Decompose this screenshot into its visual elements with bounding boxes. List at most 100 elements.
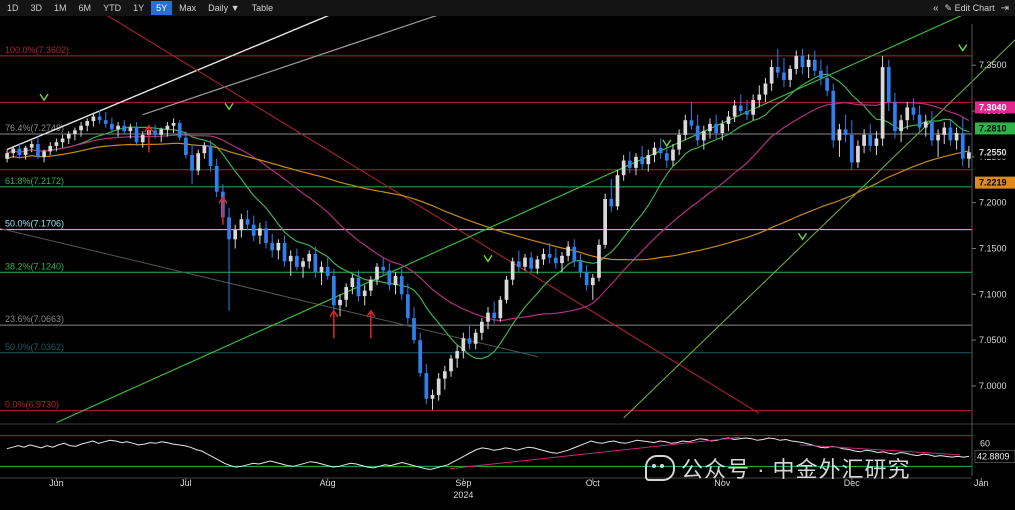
candle-body [208,145,213,167]
range-max-button[interactable]: Max [179,3,197,13]
candle-body [344,286,349,300]
candle-body [479,321,484,333]
candle-body [29,144,34,148]
candle-body [307,253,312,262]
candle-body [893,101,897,132]
range-6m-button[interactable]: 6M [78,3,92,13]
range-1m-button[interactable]: 1M [54,3,67,13]
candle-body [584,272,589,286]
candle [369,275,373,297]
y-tick-label: 7.1000 [979,289,1007,299]
rsi-trend-line [449,436,741,470]
candle-body [751,100,755,115]
candle [652,142,657,163]
candle-body [381,266,386,271]
fib-label: 0.0%(6.9730) [5,400,59,410]
chart-toolbar: 1D 3D 1M 6M YTD 1Y 5Y Max Daily ▼ Table … [0,0,1015,17]
candle [54,138,59,152]
candle-body [375,266,379,280]
candle-body [695,125,700,141]
candle [812,50,817,77]
candle [11,145,16,158]
candle [301,257,305,278]
candle [701,125,706,150]
x-tick-label: Jan [974,478,989,488]
candle-body [350,277,355,287]
candle [708,118,712,139]
x-tick-label: Dec [844,478,861,488]
candle-body [504,279,509,300]
trend-line [142,16,438,116]
trend-line [56,16,962,424]
candle [677,129,681,156]
candle-body [923,122,928,128]
candle [763,78,768,102]
candle [85,118,90,132]
candle-body [233,230,238,240]
double-left-arrow-icon[interactable]: « [932,2,939,14]
rsi-tick-label: 60 [980,438,990,448]
candle [917,105,922,134]
range-1y-button[interactable]: 1Y [133,3,145,13]
candle [23,145,28,160]
candle-body [184,137,188,156]
candle [862,129,866,154]
candle [603,193,607,249]
interval-dropdown[interactable]: Daily ▼ [203,1,244,15]
fib-label: 50.0%(7.1706) [5,219,64,229]
candle-body [442,371,447,379]
candle [190,145,194,185]
price-badge [975,176,1015,189]
candle-body [819,70,823,79]
candle [338,294,342,317]
candle-body [701,131,706,141]
candle [831,83,836,148]
edit-chart-button[interactable]: ✎ Edit Chart [945,3,995,14]
candle [769,59,774,91]
candle-body [535,259,540,269]
fib-label: 50.0%(7.0362) [5,342,64,352]
price-chart[interactable]: 100.0%(7.3602) 76.4%(7.2749) 61.8%(7.2172)… [0,16,1015,510]
candle [405,283,410,324]
candle-body [258,228,262,236]
candle [572,239,577,267]
candle [732,100,737,123]
edit-chart-label: Edit Chart [954,2,995,13]
candle-body [880,67,885,139]
candle-body [566,246,571,256]
candle [689,101,694,130]
scroll-right-icon[interactable]: ⇥ [1000,2,1009,14]
y-tick-label: 7.2000 [979,198,1007,208]
candle-body [621,160,626,176]
candle [356,270,361,302]
range-3d-button[interactable]: 3D [30,3,43,13]
candle-body [42,151,46,157]
candle [184,131,188,159]
candle [819,59,823,86]
candle [843,114,848,143]
candle-body [757,94,762,101]
range-1d-button[interactable]: 1D [7,3,19,13]
range-ytd-button[interactable]: YTD [103,3,122,13]
price-badge-label: 7.2219 [979,178,1007,188]
candle [134,122,139,146]
candle [122,120,127,134]
candle-body [319,266,324,273]
candle [510,257,515,286]
candle-body [165,125,170,130]
y-tick-label: 7.0000 [979,381,1007,391]
candle-body [270,242,275,251]
ma-long-line [6,142,970,261]
candle-body [738,105,743,112]
candle [837,123,842,157]
candle [442,365,447,390]
candle-body [449,358,453,372]
range-5y-button[interactable]: 5Y [151,1,173,15]
price-badge-label: 7.3040 [979,102,1007,112]
candle [634,153,638,176]
table-button[interactable]: Table [251,3,274,13]
candle-body [769,67,774,84]
trend-line [0,227,538,358]
candle [276,239,281,260]
candle-body [646,155,651,165]
